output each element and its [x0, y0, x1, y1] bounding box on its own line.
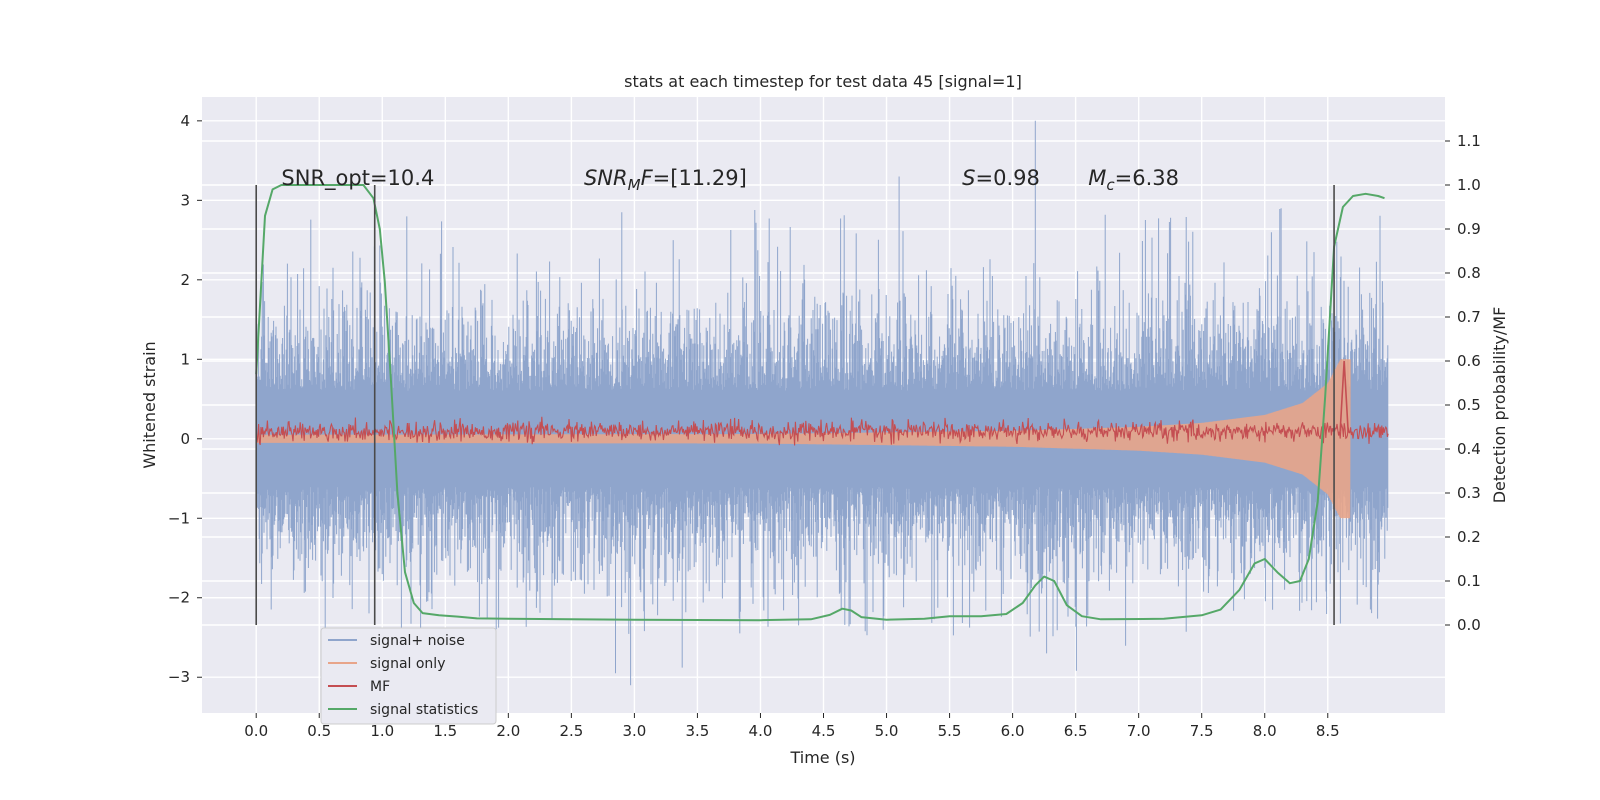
- chart-title: stats at each timestep for test data 45 …: [624, 72, 1022, 91]
- axes: 0.0 0.5 1.0 1.5 2.0 2.5 3.0 3.5 4.0 4.5 5.0 5.5 6.0 6…: [168, 112, 1481, 740]
- x-tick-label: 2.0: [496, 722, 520, 740]
- y-left-tick-label: 0: [180, 430, 190, 448]
- annotation: SNRMF=[11.29]: [584, 166, 747, 194]
- x-tick-label: 6.0: [1001, 722, 1025, 740]
- legend-label-signal-statistics: signal statistics: [370, 702, 478, 718]
- x-axis-label: Time (s): [789, 748, 855, 767]
- y-left-tick-label: −3: [168, 668, 190, 686]
- y-left-tick-label: 2: [180, 271, 190, 289]
- y-right-tick-label: 0.0: [1457, 616, 1481, 634]
- y-right-tick-label: 0.6: [1457, 352, 1481, 370]
- y-right-tick-label: 0.7: [1457, 308, 1481, 326]
- y-left-tick-label: −2: [168, 589, 190, 607]
- y-left-tick-label: 1: [180, 350, 190, 368]
- legend-label-signal-noise: signal+ noise: [370, 633, 465, 649]
- annotations: SNR_opt=10.4 SNRMF=[11.29] S=0.98 Mc=6.38: [281, 166, 1179, 194]
- legend-label-signal-only: signal only: [370, 656, 445, 672]
- x-tick-label: 8.0: [1253, 722, 1277, 740]
- y-left-tick-label: −1: [168, 509, 190, 527]
- x-tick-label: 7.0: [1127, 722, 1151, 740]
- series-mf-peak: [1339, 360, 1349, 432]
- y-right-tick-label: 0.1: [1457, 572, 1481, 590]
- x-tick-label: 4.5: [812, 722, 836, 740]
- x-tick-label: 6.5: [1064, 722, 1088, 740]
- y-right-tick-label: 0.8: [1457, 264, 1481, 282]
- x-tick-label: 1.0: [370, 722, 394, 740]
- y-left-tick-label: 3: [180, 191, 190, 209]
- x-tick-label: 5.5: [938, 722, 962, 740]
- x-tick-label: 0.0: [244, 722, 268, 740]
- y-left-tick-label: 4: [180, 112, 190, 130]
- y-axis-label-left: Whitened strain: [140, 341, 159, 468]
- legend-box: [320, 627, 497, 725]
- legend-label-mf: MF: [370, 679, 390, 695]
- x-tick-label: 4.0: [749, 722, 773, 740]
- x-tick-label: 3.5: [686, 722, 710, 740]
- y-right-tick-label: 0.5: [1457, 396, 1481, 414]
- y-right-tick-label: 1.0: [1457, 176, 1481, 194]
- legend: signal+ noise signal only MF signal stat…: [320, 627, 497, 725]
- x-tick-label: 0.5: [307, 722, 331, 740]
- annotation: SNR_opt=10.4: [281, 166, 434, 191]
- series-mf: [255, 416, 1389, 446]
- annotation: Mc=6.38: [1088, 166, 1179, 194]
- y-right-tick-label: 1.1: [1457, 132, 1481, 150]
- x-tick-label: 1.5: [433, 722, 457, 740]
- series-signal-statistics: [255, 184, 1385, 622]
- x-tick-label: 2.5: [559, 722, 583, 740]
- x-tick-label: 7.5: [1190, 722, 1214, 740]
- y-right-tick-label: 0.2: [1457, 528, 1481, 546]
- x-tick-label: 5.0: [875, 722, 899, 740]
- x-tick-label: 8.5: [1316, 722, 1340, 740]
- y-right-tick-label: 0.3: [1457, 484, 1481, 502]
- vertical-markers: [255, 185, 1335, 625]
- y-right-tick-label: 0.9: [1457, 220, 1481, 238]
- x-tick-label: 3.0: [622, 722, 646, 740]
- y-right-tick-label: 0.4: [1457, 440, 1481, 458]
- annotation: S=0.98: [962, 166, 1040, 190]
- y-axis-label-right: Detection probability/MF: [1490, 307, 1509, 504]
